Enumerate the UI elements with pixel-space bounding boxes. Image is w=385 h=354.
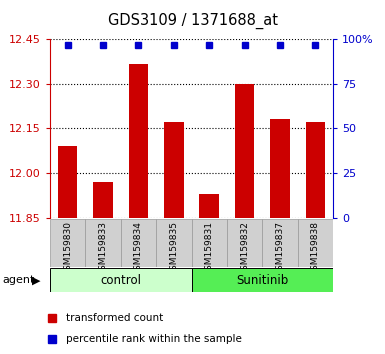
Text: GDS3109 / 1371688_at: GDS3109 / 1371688_at xyxy=(107,12,278,29)
Text: GSM159831: GSM159831 xyxy=(205,221,214,276)
Bar xyxy=(50,219,85,267)
Text: agent: agent xyxy=(2,275,34,285)
Bar xyxy=(85,219,121,267)
Text: ▶: ▶ xyxy=(32,275,40,285)
Bar xyxy=(199,194,219,218)
Bar xyxy=(192,268,333,292)
Bar xyxy=(129,64,148,218)
Text: GSM159834: GSM159834 xyxy=(134,221,143,276)
Bar xyxy=(50,268,192,292)
Text: Sunitinib: Sunitinib xyxy=(236,274,288,286)
Bar xyxy=(262,219,298,267)
Bar xyxy=(298,219,333,267)
Bar xyxy=(192,219,227,267)
Text: control: control xyxy=(100,274,141,286)
Bar xyxy=(121,219,156,267)
Text: GSM159832: GSM159832 xyxy=(240,221,249,276)
Text: GSM159833: GSM159833 xyxy=(99,221,108,276)
Bar xyxy=(58,146,77,218)
Bar xyxy=(156,219,191,267)
Bar xyxy=(94,182,113,218)
Text: GSM159838: GSM159838 xyxy=(311,221,320,276)
Text: GSM159830: GSM159830 xyxy=(63,221,72,276)
Text: percentile rank within the sample: percentile rank within the sample xyxy=(65,334,241,344)
Bar xyxy=(235,84,254,218)
Text: transformed count: transformed count xyxy=(65,313,163,323)
Bar xyxy=(227,219,262,267)
Bar xyxy=(306,122,325,218)
Text: GSM159835: GSM159835 xyxy=(169,221,178,276)
Text: GSM159837: GSM159837 xyxy=(275,221,285,276)
Bar xyxy=(164,122,184,218)
Bar xyxy=(270,119,290,218)
